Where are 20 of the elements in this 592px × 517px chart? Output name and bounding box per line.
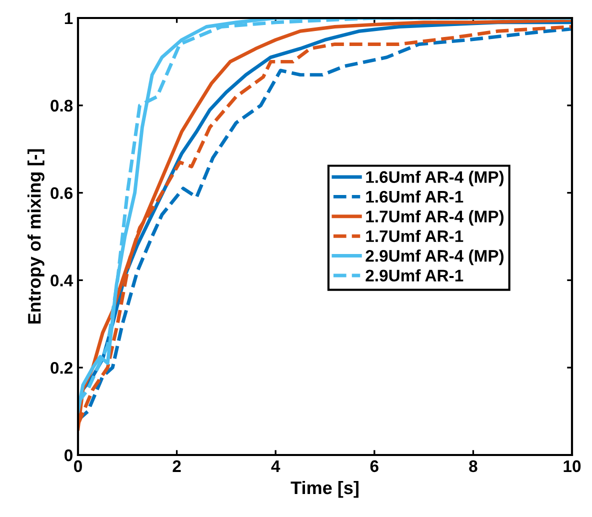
x-axis-title: Time [s] <box>290 480 358 498</box>
x-tick-label: 2 <box>172 460 181 472</box>
legend-label: 1.6Umf AR-4 (MP) <box>366 170 504 186</box>
legend-label: 1.7Umf AR-1 <box>366 230 464 242</box>
y-tick-label: 0.6 <box>50 187 73 200</box>
legend-label: 1.6Umf AR-1 <box>366 190 464 203</box>
x-tick-label: 0 <box>74 460 82 472</box>
legend-label: 2.9Umf AR-1 <box>366 269 464 282</box>
x-tick-label: 8 <box>469 460 478 472</box>
x-tick-label: 10 <box>564 460 581 472</box>
legend-label: 2.9Umf AR-4 (MP) <box>366 250 504 266</box>
y-tick-label: 1 <box>64 12 73 24</box>
y-tick-label: 0.8 <box>50 100 73 112</box>
y-tick-label: 0 <box>64 449 72 462</box>
y-tick-label: 0.2 <box>50 362 72 374</box>
y-tick-label: 0.4 <box>50 274 74 286</box>
x-tick-label: 6 <box>370 460 378 472</box>
y-axis-title: Entropy of mixing [-] <box>28 149 44 324</box>
legend-label: 1.7Umf AR-4 (MP) <box>366 210 504 226</box>
x-tick-label: 4 <box>271 460 280 472</box>
